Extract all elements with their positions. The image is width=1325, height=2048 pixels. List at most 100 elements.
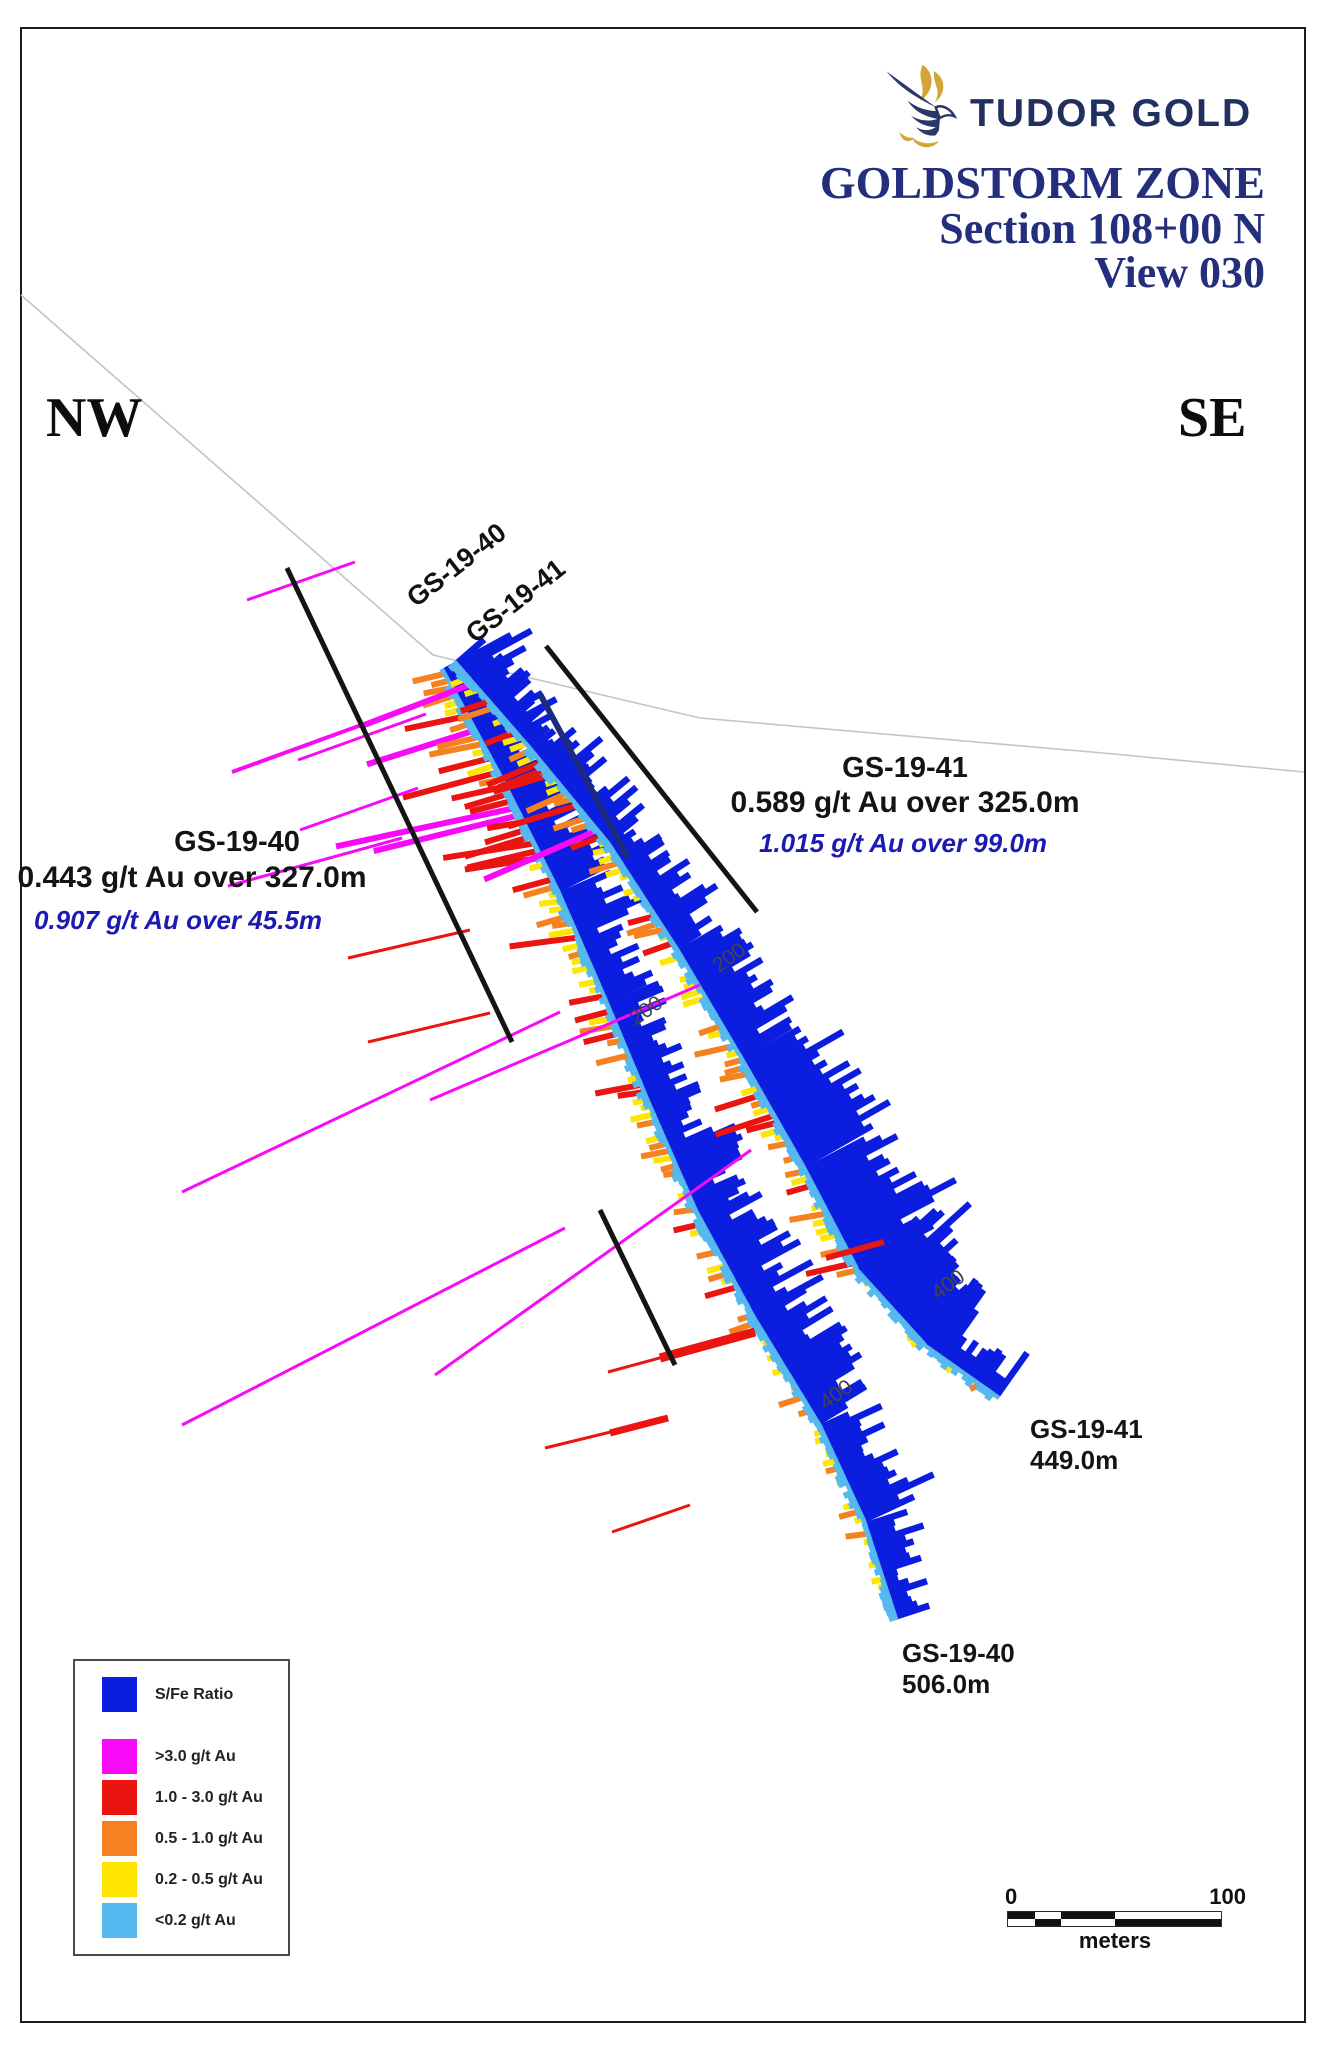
sfe-bar — [653, 1097, 691, 1119]
low-grade-tick — [887, 1308, 899, 1320]
low-grade-tick — [720, 1258, 728, 1266]
sfe-bar — [552, 735, 604, 780]
sfe-bar — [837, 1184, 931, 1238]
low-grade-tick — [845, 1483, 852, 1492]
low-grade-tick — [822, 1214, 834, 1225]
low-grade-tick — [671, 943, 680, 953]
low-grade-tick — [796, 1161, 807, 1171]
low-grade-tick — [504, 723, 516, 734]
low-grade-tick — [648, 908, 657, 918]
low-grade-tick — [868, 1544, 877, 1553]
low-grade-tick — [936, 1354, 947, 1365]
low-grade-tick — [600, 838, 612, 849]
red-vein-line — [611, 1503, 691, 1534]
low-grade-tick — [874, 1290, 883, 1299]
low-grade-tick — [649, 1111, 658, 1120]
sfe-bar — [553, 856, 607, 888]
low-grade-tick — [478, 741, 488, 751]
sfe-bar — [702, 1191, 763, 1228]
sfe-bar — [872, 1201, 972, 1293]
low-grade-tick — [634, 1073, 642, 1081]
sfe-bar — [485, 667, 525, 703]
low-grade-tick — [826, 1225, 840, 1236]
low-grade-tick — [455, 699, 465, 709]
low-grade-tick — [705, 1237, 716, 1247]
low-grade-tick — [641, 1095, 651, 1104]
low-grade-tick — [627, 878, 638, 888]
low-grade-tick — [638, 893, 647, 903]
low-grade-tick — [692, 979, 701, 989]
low-grade-tick — [677, 1177, 687, 1187]
sfe-bar — [529, 820, 557, 839]
sfe-bar — [462, 649, 491, 676]
low-grade-tick — [622, 1045, 630, 1054]
sfe-bar — [759, 1059, 815, 1096]
low-grade-tick — [593, 979, 602, 988]
low-grade-tick — [522, 832, 534, 843]
sfe-bar — [795, 1099, 892, 1158]
sfe-bar — [691, 1177, 747, 1207]
low-grade-tick — [482, 752, 493, 763]
magenta-vein-line — [227, 836, 403, 888]
sfe-bar — [714, 978, 774, 1018]
low-grade-tick — [685, 974, 698, 986]
grade-bar — [574, 1007, 614, 1024]
sfe-bar — [883, 1574, 899, 1586]
low-grade-tick — [565, 918, 576, 928]
sfe-bar — [893, 1255, 957, 1315]
low-grade-tick — [692, 1215, 705, 1227]
low-grade-tick — [717, 1021, 726, 1030]
sfe-bar — [974, 1347, 1003, 1384]
sfe-bar — [993, 1350, 1030, 1398]
low-grade-tick — [452, 694, 462, 704]
sfe-bar — [742, 1259, 814, 1302]
sfe-bar — [677, 1141, 740, 1174]
low-grade-tick — [797, 1392, 806, 1402]
sfe-bar — [868, 1233, 928, 1288]
low-grade-tick — [661, 1139, 670, 1148]
low-grade-tick — [757, 1331, 769, 1342]
grade-bar — [469, 797, 516, 815]
low-grade-tick — [575, 940, 585, 950]
sfe-bar — [885, 1237, 959, 1306]
low-grade-tick — [975, 1382, 986, 1393]
low-grade-tick — [519, 826, 532, 837]
low-grade-tick — [870, 1555, 880, 1565]
low-grade-tick — [742, 1300, 751, 1309]
sfe-bar — [800, 1363, 855, 1400]
low-grade-tick — [718, 1026, 729, 1036]
low-grade-tick — [745, 1072, 756, 1083]
sfe-bar — [544, 739, 581, 771]
low-grade-tick — [639, 1084, 646, 1092]
sfe-bar — [892, 1600, 919, 1614]
low-grade-tick — [468, 682, 480, 694]
low-grade-tick — [860, 1516, 867, 1524]
sfe-bar — [620, 1016, 667, 1042]
sfe-bar — [862, 1493, 916, 1523]
low-grade-tick — [534, 848, 542, 857]
low-grade-tick — [801, 1398, 810, 1407]
low-grade-tick — [891, 1312, 903, 1324]
low-grade-tick — [914, 1339, 928, 1352]
sfe-bar — [747, 1035, 810, 1075]
sfe-bar — [608, 985, 665, 1014]
low-grade-tick — [528, 837, 537, 846]
low-grade-tick — [654, 1122, 663, 1132]
low-grade-tick — [447, 659, 461, 672]
grade-bar — [412, 670, 448, 685]
low-grade-tick — [684, 964, 692, 973]
low-grade-tick — [462, 715, 473, 726]
low-grade-tick — [847, 1499, 860, 1510]
grade-bar — [486, 758, 545, 788]
sfe-bar — [813, 1383, 868, 1421]
low-grade-tick — [719, 1031, 732, 1043]
sfe-bar — [750, 1273, 824, 1318]
sfe-bar — [590, 784, 639, 827]
low-grade-tick — [861, 1276, 871, 1286]
low-grade-tick — [834, 1235, 846, 1246]
low-grade-tick — [657, 928, 670, 941]
sfe-bar — [930, 1281, 984, 1353]
low-grade-tick — [512, 810, 524, 821]
sfe-bar — [984, 1371, 1001, 1391]
